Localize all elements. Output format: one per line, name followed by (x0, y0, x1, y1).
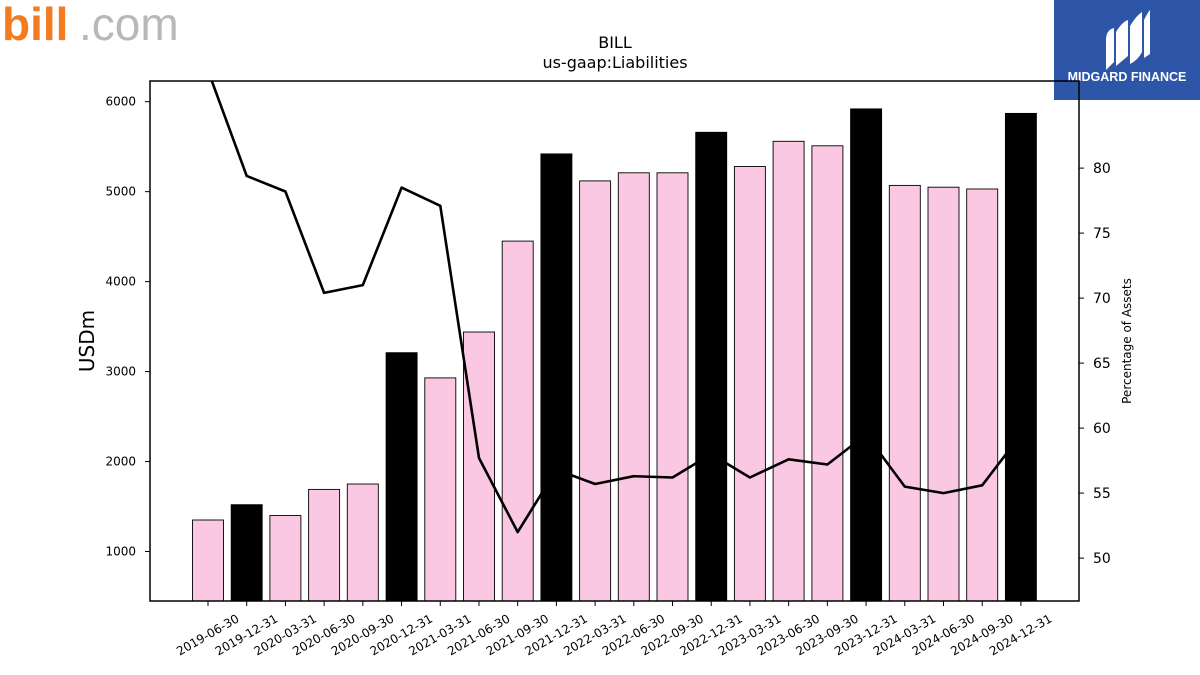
bar-2021-03-31 (424, 377, 457, 602)
bar-2021-06-30 (463, 331, 495, 602)
bar-2024-09-30 (966, 188, 999, 602)
bar-2022-03-31 (579, 180, 612, 602)
y-axis-label: USDm (75, 310, 99, 372)
bar-2023-12-31 (850, 108, 883, 602)
bar-2021-12-31 (540, 153, 573, 602)
midgard-finance-logo: MIDGARD FINANCE (1054, 0, 1200, 100)
bar-2022-12-31 (695, 131, 728, 602)
bars-layer (192, 108, 1037, 602)
y2-tick-label: 70 (1093, 291, 1111, 307)
y2-tick-label: 55 (1093, 486, 1111, 502)
bar-2020-06-30 (308, 488, 341, 602)
left-axis: 1000 2000 3000 4000 5000 6000 (105, 95, 150, 559)
x-axis: 2019-06-302019-12-312020-03-312020-06-30… (174, 601, 1054, 658)
plot-frame (149, 80, 1080, 602)
y2-tick-label: 80 (1093, 161, 1111, 177)
y2-tick-label: 75 (1093, 226, 1111, 242)
line-layer (210, 81, 1022, 534)
bar-2022-06-30 (617, 172, 650, 602)
bar-2023-03-31 (733, 166, 766, 602)
bar-2024-12-31 (1004, 112, 1037, 602)
y2-tick-label: 60 (1093, 421, 1111, 437)
bar-2022-09-30 (656, 172, 689, 602)
midgard-brand-name: MIDGARD FINANCE (1068, 70, 1187, 84)
bar-2023-09-30 (811, 145, 844, 602)
bill-com-logo: bill .com (2, 0, 177, 48)
y2-tick-label: 65 (1093, 356, 1111, 372)
y2-axis-label: Percentage of Assets (1120, 278, 1134, 404)
bar-2024-06-30 (927, 186, 960, 602)
y-tick-label: 1000 (105, 545, 136, 559)
right-axis: 50 55 60 65 70 75 80 (1079, 161, 1111, 567)
bar-2020-12-31 (385, 352, 418, 602)
bar-2020-09-30 (346, 483, 379, 602)
chart-subtitle: us-gaap:Liabilities (542, 53, 687, 72)
chart-title: BILL (598, 33, 632, 52)
y-tick-label: 2000 (105, 455, 136, 469)
y-tick-label: 4000 (105, 275, 136, 289)
bar-2019-12-31 (230, 504, 263, 602)
percentage-of-assets-line (210, 81, 1022, 534)
bar-2020-03-31 (269, 515, 302, 602)
bar-2024-03-31 (888, 184, 921, 602)
y-tick-label: 3000 (105, 365, 136, 379)
bill-logo-suffix: .com (79, 0, 177, 48)
y-tick-label: 5000 (105, 185, 136, 199)
y-tick-label: 6000 (105, 95, 136, 109)
y2-tick-label: 50 (1093, 551, 1111, 567)
bar-2021-09-30 (501, 240, 534, 602)
bill-logo-main: bill (2, 0, 68, 48)
midgard-m-icon (1106, 10, 1150, 70)
bar-2023-06-30 (772, 140, 805, 602)
bar-2019-06-30 (192, 519, 224, 602)
